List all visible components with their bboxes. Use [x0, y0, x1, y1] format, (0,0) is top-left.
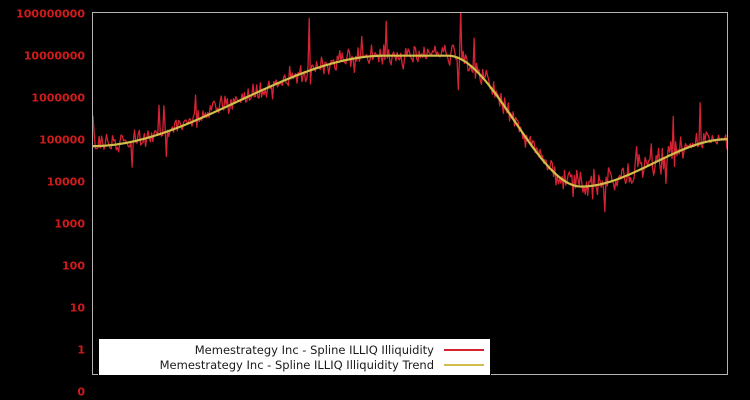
illiquidity-series-line	[93, 13, 727, 213]
plot-area	[92, 12, 728, 375]
y-tick-label: 0	[77, 385, 85, 399]
illiquidity-trend-line	[93, 54, 727, 188]
legend-swatch-trend	[444, 363, 484, 366]
y-tick-label: 10000000	[23, 49, 85, 63]
legend-entry-series: Memestrategy Inc - Spline ILLIQ Illiquid…	[105, 342, 484, 357]
legend-entry-trend: Memestrategy Inc - Spline ILLIQ Illiquid…	[105, 357, 484, 372]
legend-label-trend: Memestrategy Inc - Spline ILLIQ Illiquid…	[159, 357, 434, 372]
series-canvas	[93, 13, 727, 213]
chart-legend: Memestrategy Inc - Spline ILLIQ Illiquid…	[98, 338, 491, 376]
y-tick-label: 1000	[54, 217, 85, 231]
y-tick-label: 100000000	[16, 7, 85, 21]
y-tick-label: 10	[69, 301, 85, 315]
y-tick-label: 100	[62, 259, 85, 273]
y-tick-label: 1000000	[31, 91, 85, 105]
y-tick-label: 10000	[46, 175, 85, 189]
y-tick-label: 1	[77, 343, 85, 357]
legend-label-series: Memestrategy Inc - Spline ILLIQ Illiquid…	[194, 342, 434, 357]
legend-swatch-series	[444, 348, 484, 351]
y-tick-label: 100000	[39, 133, 85, 147]
y-axis: 100000000 10000000 1000000 100000 10000 1000 1…	[0, 0, 92, 400]
